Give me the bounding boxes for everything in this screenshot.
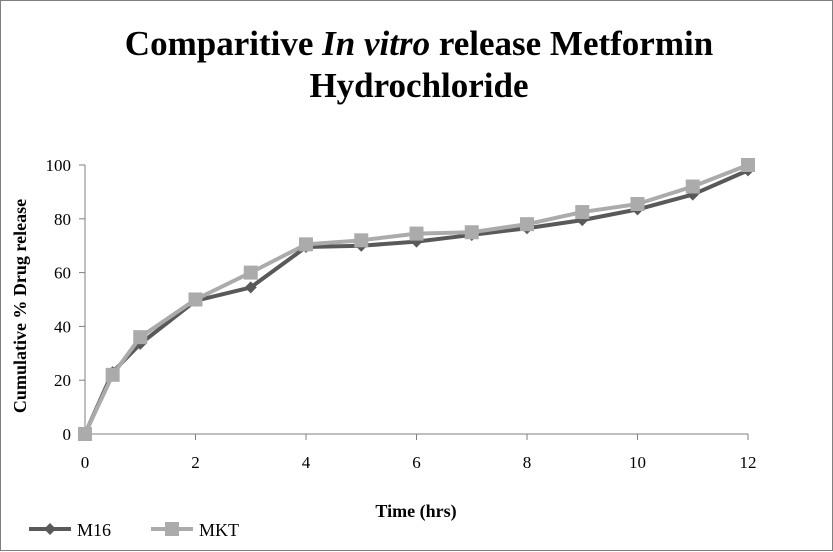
y-tick-label: 40: [54, 317, 71, 336]
chart-title-line2: Hydrochloride: [309, 66, 528, 105]
legend-label-m16: M16: [77, 520, 111, 540]
data-point-mkt: [409, 226, 424, 241]
data-point-mkt: [354, 233, 369, 248]
series-m16: [79, 164, 754, 440]
data-point-mkt: [575, 205, 590, 220]
legend-label-mkt: MKT: [199, 520, 239, 540]
legend-marker-m16: [44, 523, 56, 535]
data-point-mkt: [105, 367, 120, 382]
data-point-mkt: [520, 217, 534, 232]
data-point-mkt: [741, 158, 755, 172]
data-point-mkt: [133, 330, 148, 345]
series-group: [78, 158, 755, 441]
y-tick-label: 60: [54, 264, 71, 283]
y-tick-label: 100: [46, 156, 72, 175]
legend-item-m16: M16: [29, 520, 111, 540]
data-point-mkt: [685, 179, 700, 194]
y-tick-label: 0: [63, 425, 72, 444]
series-line-mkt: [83, 163, 749, 435]
legend-marker-mkt: [165, 522, 179, 536]
axes: 0 20 40 60 80 100 0 2 4 6 8 10 12: [46, 156, 757, 472]
chart-title-part2: release Metformin: [430, 24, 713, 63]
y-tick-label: 80: [54, 210, 71, 229]
data-point-m16: [244, 281, 257, 294]
data-point-mkt: [243, 265, 258, 280]
data-point-mkt: [299, 237, 313, 252]
series-line-m16: [83, 168, 749, 435]
x-tick-label: 0: [81, 453, 90, 472]
data-point-mkt: [188, 292, 203, 307]
chart-title-line1: Comparitive In vitro release Metformin: [125, 24, 713, 63]
y-axis-label: Cumulative % Drug release: [10, 199, 30, 413]
x-axis-label: Time (hrs): [375, 501, 456, 522]
x-tick-label: 8: [523, 453, 532, 472]
x-tick-label: 10: [629, 453, 646, 472]
data-point-mkt: [630, 197, 645, 212]
series-mkt: [78, 158, 755, 441]
y-tick-label: 20: [54, 371, 71, 390]
x-tick-label: 2: [191, 453, 200, 472]
legend-item-mkt: MKT: [151, 520, 239, 540]
data-point-mkt: [78, 427, 92, 441]
x-tick-label: 12: [740, 453, 757, 472]
x-tick-label: 4: [302, 453, 311, 472]
chart-title-italic: In vitro: [321, 24, 430, 63]
data-point-mkt: [464, 225, 479, 240]
legend: M16 MKT: [29, 520, 239, 540]
x-tick-label: 6: [412, 453, 421, 472]
chart-title-part1: Comparitive: [125, 24, 322, 63]
